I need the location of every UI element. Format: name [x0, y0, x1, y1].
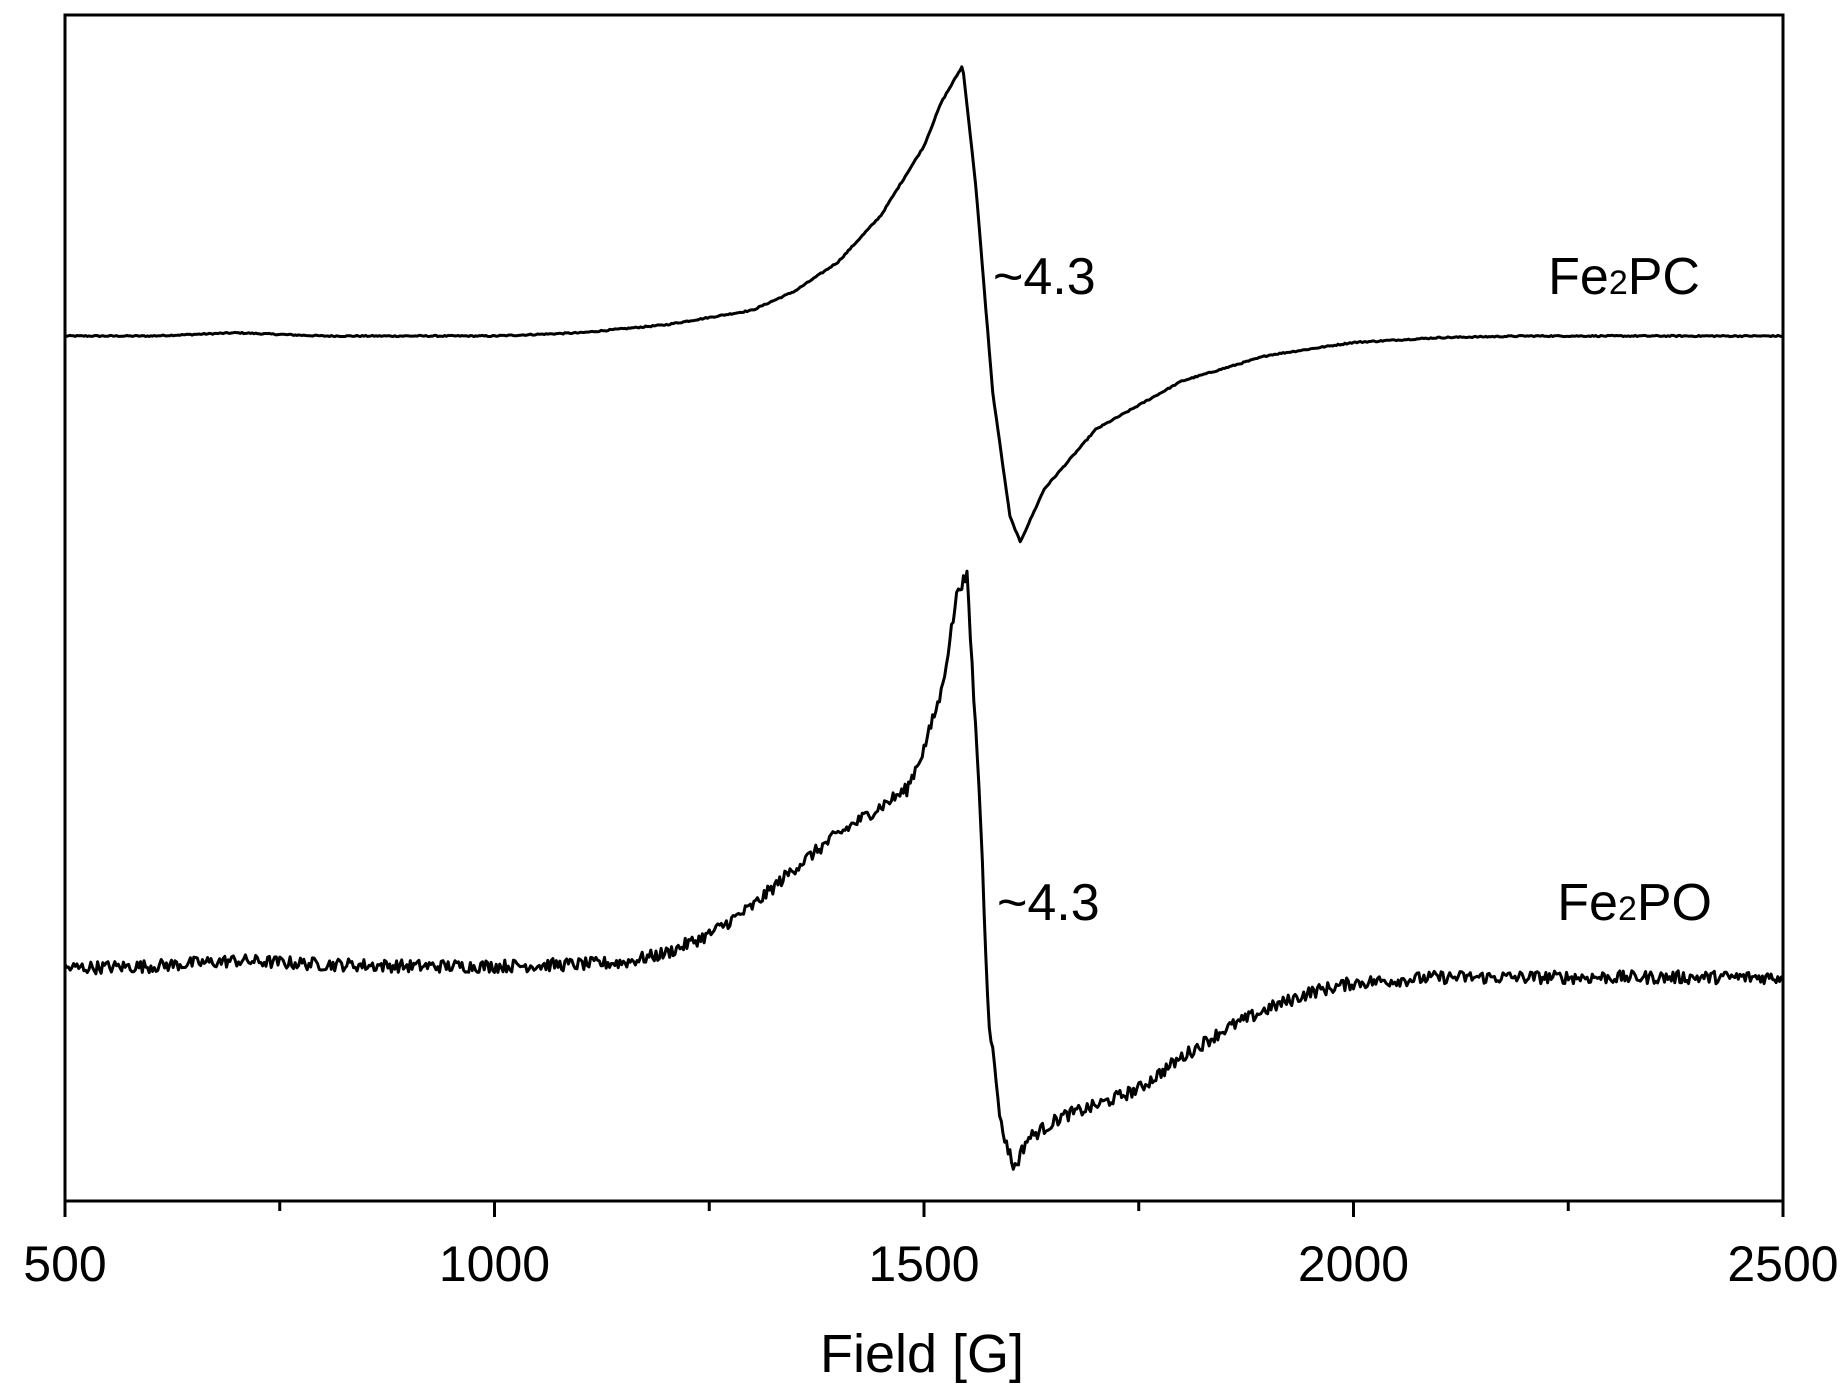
x-tick-label: 2000: [1298, 1236, 1409, 1292]
x-tick-label: 1500: [868, 1236, 979, 1292]
x-tick-label: 500: [23, 1236, 106, 1292]
annotation-fe2pc-g-value: ~4.3: [993, 248, 1096, 306]
x-tick-label: 2500: [1727, 1236, 1838, 1292]
series-line-fe2pc: [64, 65, 1784, 544]
series-line-fe2po: [63, 569, 1785, 1171]
x-tick-label: 1000: [439, 1236, 550, 1292]
plot-frame: [63, 13, 1785, 1203]
x-axis-title: Field [G]: [820, 1324, 1024, 1384]
series-label-fe2po: Fe2PO: [1557, 874, 1712, 932]
series-label-fe2pc: Fe2PC: [1548, 248, 1700, 306]
x-axis: 500 1000 1500 2000 2500: [23, 1201, 1839, 1292]
annotation-fe2po-g-value: ~4.3: [997, 874, 1100, 932]
traces-group: [63, 65, 1785, 1171]
